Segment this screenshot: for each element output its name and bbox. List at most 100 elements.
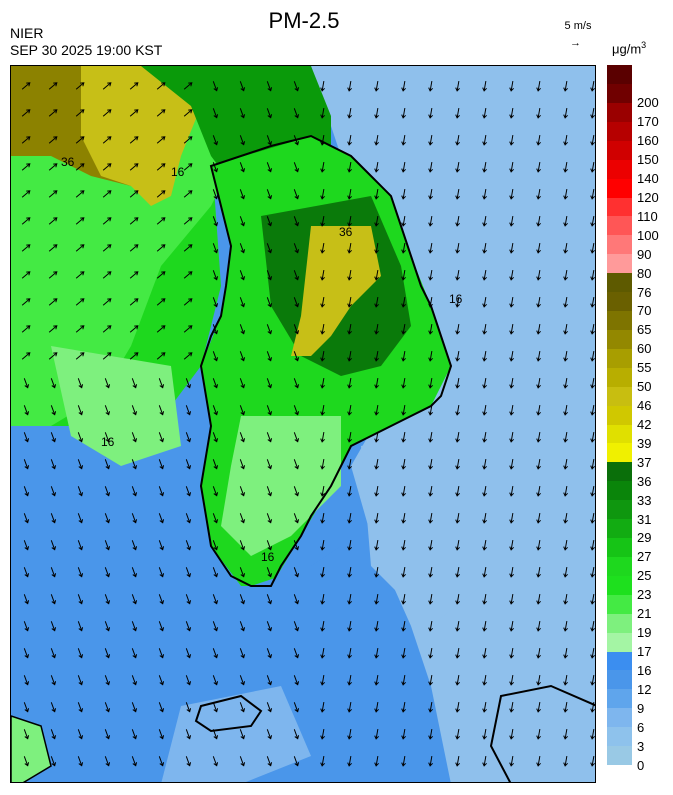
wind-arrow-icon	[590, 755, 595, 767]
wind-arrow-icon	[509, 512, 514, 524]
wind-arrow-icon	[590, 404, 595, 416]
wind-arrow-icon	[590, 269, 595, 281]
wind-arrow-icon	[536, 647, 541, 659]
wind-arrow-icon	[21, 217, 31, 225]
wind-arrow-icon	[428, 242, 433, 254]
wind-arrow-icon	[131, 756, 138, 767]
wind-arrow-icon	[509, 269, 514, 281]
wind-arrow-icon	[158, 432, 165, 443]
wind-arrow-icon	[563, 161, 568, 173]
wind-arrow-icon	[320, 566, 325, 578]
colorbar-segment	[607, 405, 632, 425]
wind-arrow-icon	[77, 540, 84, 551]
wind-arrow-icon	[509, 728, 514, 740]
wind-arrow-icon	[482, 269, 487, 281]
colorbar-segment	[607, 632, 632, 652]
wind-arrow-icon	[266, 729, 273, 740]
wind-arrow-icon	[293, 243, 300, 254]
wind-arrow-icon	[239, 756, 246, 767]
colorbar-tick-label: 140	[637, 171, 659, 186]
contour-label: 16	[261, 550, 275, 564]
unit-exponent: 3	[641, 40, 647, 50]
wind-arrow-icon	[509, 404, 514, 416]
colorbar-tick-label: 200	[637, 95, 659, 111]
wind-arrow-icon	[50, 378, 57, 389]
wind-arrow-icon	[374, 350, 379, 362]
wind-arrow-icon	[482, 431, 487, 443]
wind-arrow-icon	[563, 107, 568, 119]
wind-arrow-icon	[104, 756, 111, 767]
wind-arrow-icon	[428, 296, 433, 308]
colorbar-segment	[607, 292, 632, 312]
wind-arrow-icon	[23, 567, 30, 578]
wind-arrow-icon	[374, 458, 379, 470]
wind-arrow-icon	[347, 323, 352, 335]
wind-arrow-icon	[563, 431, 568, 443]
wind-arrow-icon	[455, 701, 460, 713]
colorbar-tick-label: 29	[637, 530, 652, 546]
wind-arrow-icon	[23, 756, 30, 767]
wind-arrow-icon	[23, 378, 30, 389]
wind-arrow-icon	[293, 432, 300, 443]
wind-arrow-icon	[185, 378, 192, 389]
wind-arrow-icon	[455, 242, 460, 254]
wind-arrow-icon	[212, 81, 219, 92]
wind-arrow-icon	[374, 404, 379, 416]
wind-arrow-icon	[212, 378, 219, 389]
contour-label: 36	[61, 155, 75, 169]
wind-arrow-icon	[455, 674, 460, 686]
wind-arrow-icon	[374, 431, 379, 443]
colorbar-segment	[607, 424, 632, 444]
wind-arrow-icon	[77, 594, 84, 605]
colorbar-segment	[607, 500, 632, 520]
wind-arrow-icon	[21, 190, 31, 198]
wind-reference-arrow-icon: →	[570, 37, 581, 49]
wind-arrow-icon	[48, 163, 58, 171]
wind-arrow-icon	[455, 431, 460, 443]
wind-arrow-icon	[266, 486, 273, 497]
wind-arrow-icon	[77, 513, 84, 524]
wind-arrow-icon	[347, 377, 352, 389]
wind-arrow-icon	[185, 621, 192, 632]
wind-arrow-icon	[183, 136, 193, 144]
wind-arrow-icon	[482, 620, 487, 632]
wind-arrow-icon	[374, 296, 379, 308]
colorbar-tick-label: 16	[637, 662, 652, 678]
wind-arrow-icon	[374, 512, 379, 524]
wind-arrow-icon	[509, 647, 514, 659]
wind-arrow-icon	[455, 458, 460, 470]
wind-arrow-icon	[428, 593, 433, 605]
wind-arrow-icon	[590, 242, 595, 254]
wind-arrow-icon	[266, 756, 273, 767]
wind-arrow-icon	[212, 432, 219, 443]
wind-arrow-icon	[129, 244, 139, 252]
wind-arrow-icon	[131, 648, 138, 659]
wind-arrow-icon	[482, 755, 487, 767]
wind-arrow-icon	[158, 594, 165, 605]
wind-arrow-icon	[156, 217, 166, 225]
wind-arrow-icon	[129, 271, 139, 279]
wind-arrow-icon	[131, 675, 138, 686]
wind-arrow-icon	[156, 298, 166, 306]
wind-arrow-icon	[320, 80, 325, 92]
wind-arrow-icon	[23, 405, 30, 416]
wind-arrow-icon	[374, 188, 379, 200]
wind-arrow-icon	[21, 163, 31, 171]
colorbar-tick-label: 21	[637, 606, 652, 622]
wind-arrow-icon	[482, 296, 487, 308]
wind-arrow-icon	[131, 486, 138, 497]
colorbar-segment	[607, 329, 632, 349]
wind-arrow-icon	[50, 459, 57, 470]
wind-arrow-icon	[48, 298, 58, 306]
wind-arrow-icon	[509, 593, 514, 605]
wind-arrow-icon	[428, 161, 433, 173]
colorbar-segment	[607, 83, 632, 103]
wind-arrow-icon	[293, 594, 300, 605]
wind-arrow-icon	[293, 162, 300, 173]
colorbar-tick-label: 120	[637, 189, 659, 205]
wind-arrow-icon	[50, 648, 57, 659]
wind-arrow-icon	[102, 217, 112, 225]
wind-arrow-icon	[428, 404, 433, 416]
wind-arrow-icon	[536, 215, 541, 227]
wind-arrow-icon	[401, 161, 406, 173]
